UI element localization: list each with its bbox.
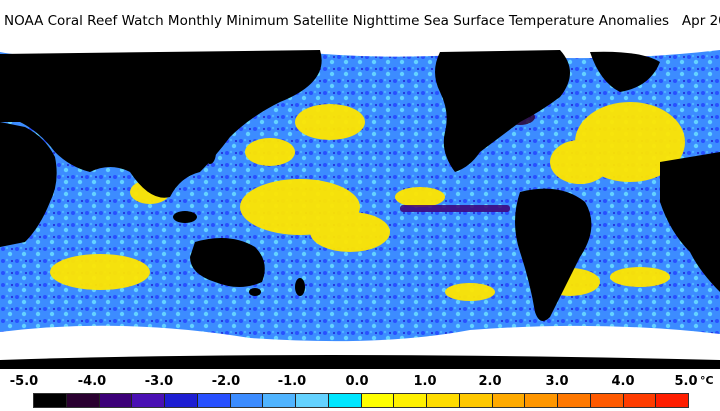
colorbar-swatch: [590, 394, 624, 407]
colorbar-tick-labels: -5.0 -4.0 -3.0 -2.0 -1.0 0.0 1.0 2.0 3.0…: [0, 374, 720, 392]
colorbar-swatch: [328, 394, 362, 407]
greenland: [590, 51, 660, 92]
tick-label: 0.0: [345, 374, 369, 389]
colorbar-swatch: [394, 394, 427, 407]
colorbar-swatch: [525, 394, 558, 407]
eurasia: [0, 50, 322, 198]
sst-anomaly-map: [0, 42, 720, 369]
colorbar-swatch: [165, 394, 198, 407]
antarctica: [0, 355, 720, 369]
colorbar-swatch: [34, 394, 67, 407]
colorbar-swatch: [361, 394, 395, 407]
tick-label: 5.0: [674, 374, 698, 389]
map-title: NOAA Coral Reef Watch Monthly Minimum Sa…: [4, 13, 720, 29]
tick-label: -1.0: [277, 374, 307, 389]
colorbar-swatch: [197, 394, 231, 407]
africa: [0, 122, 57, 247]
tick-label: 1.0: [413, 374, 437, 389]
tick-label: 3.0: [545, 374, 569, 389]
tick-label: -2.0: [211, 374, 241, 389]
unit-label: °C: [700, 374, 714, 387]
land-masses: [0, 50, 720, 369]
colorbar-swatch: [296, 394, 329, 407]
australia: [190, 238, 265, 287]
tick-label: -5.0: [9, 374, 39, 389]
north-america: [435, 50, 570, 172]
colorbar-swatch: [492, 394, 526, 407]
africa-east: [660, 152, 720, 292]
colorbar-swatch: [623, 394, 657, 407]
tick-label: -3.0: [144, 374, 174, 389]
colorbar: [33, 393, 689, 408]
tick-label: -4.0: [77, 374, 107, 389]
colorbar-swatch: [459, 394, 493, 407]
tick-label: 2.0: [478, 374, 502, 389]
colorbar-swatch: [132, 394, 165, 407]
colorbar-swatch: [66, 394, 100, 407]
tick-label: 4.0: [611, 374, 635, 389]
south-america: [515, 188, 592, 321]
colorbar-swatch: [427, 394, 460, 407]
colorbar-swatch: [230, 394, 264, 407]
colorbar-swatch: [558, 394, 591, 407]
colorbar-swatch: [99, 394, 133, 407]
colorbar-swatch: [656, 394, 688, 407]
colorbar-swatch: [263, 394, 296, 407]
